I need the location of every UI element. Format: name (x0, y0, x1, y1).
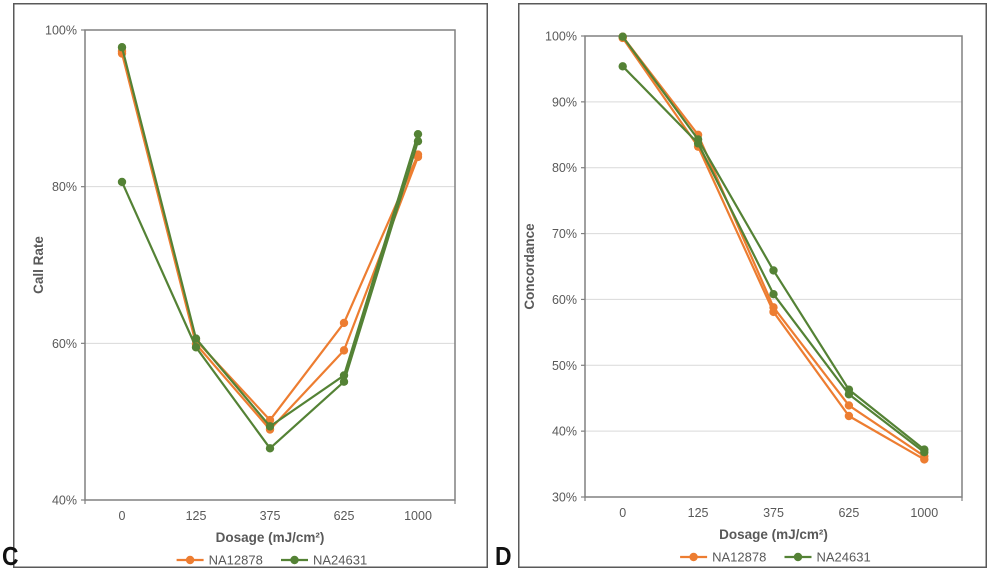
panel-label-d: D (495, 541, 512, 571)
legend-item-na24631: NA24631 (281, 553, 367, 568)
y-tick-label: 40% (552, 425, 577, 439)
legend-item-na12878: NA12878 (680, 550, 766, 565)
legend-marker-icon (689, 552, 698, 562)
series-na12878-rep2 (117, 49, 423, 434)
series-na12878-rep1 (117, 46, 423, 425)
data-point-marker (117, 177, 127, 187)
series-na24631-rep2 (618, 62, 929, 457)
x-tick-labels: 0 125 375 625 1000 (119, 509, 432, 523)
x-tick-label: 625 (334, 509, 355, 523)
y-axis-title: Call Rate (31, 236, 46, 294)
y-tick-label: 60% (552, 293, 577, 307)
x-tick-label: 0 (119, 509, 126, 523)
data-point-marker (920, 455, 929, 464)
data-point-marker (769, 289, 778, 299)
plot-border (84, 29, 456, 501)
data-point-marker (693, 139, 703, 148)
gridlines (585, 101, 962, 432)
series-na24631-rep1 (618, 32, 929, 454)
legend-label: NA24631 (817, 550, 871, 565)
series-line (120, 50, 420, 422)
data-point-marker (117, 43, 127, 52)
data-point-marker (413, 129, 423, 139)
series-line (120, 140, 420, 450)
panel-border (518, 3, 987, 568)
y-axis-title: Concordance (522, 223, 537, 310)
y-tick-label: 60% (52, 337, 77, 351)
x-tick-label: 125 (688, 506, 709, 520)
series-na24631-rep2 (117, 137, 423, 453)
x-tick-label: 375 (260, 509, 281, 523)
legend: NA12878 NA24631 (176, 553, 367, 568)
y-tick-label: 90% (552, 95, 577, 109)
data-point-marker (339, 346, 349, 355)
legend-item-na24631: NA24631 (784, 550, 871, 565)
data-point-marker (265, 422, 275, 431)
legend-item-na12878: NA12878 (176, 553, 263, 568)
series-line (120, 46, 420, 428)
y-tick-label: 70% (552, 227, 577, 241)
concordance-chart: 30% 40% 50% 60% 70% 80% 90% 100% 0 125 375 625 1000 C… (518, 3, 987, 568)
legend-marker-icon (185, 555, 195, 565)
data-point-marker (618, 62, 627, 71)
chart-panel-call-rate: 40% 60% 80% 100% 0 125 375 625 1000 Call Rate Dosa… (13, 3, 488, 568)
panel-border (13, 3, 488, 568)
x-axis-title: Dosage (mJ/cm²) (719, 527, 828, 542)
data-point-marker (844, 401, 854, 410)
x-tick-label: 1000 (910, 506, 938, 520)
data-point-marker (618, 32, 627, 41)
data-point-marker (413, 137, 423, 146)
x-tick-label: 625 (838, 506, 859, 520)
x-tick-labels: 0 125 375 625 1000 (619, 506, 938, 520)
x-tick-label: 0 (619, 506, 626, 520)
legend-label: NA12878 (209, 553, 263, 568)
series-line (621, 35, 926, 451)
gridlines (85, 186, 455, 344)
data-point-marker (769, 266, 778, 275)
x-tick-label: 375 (763, 506, 784, 520)
legend-label: NA24631 (313, 553, 367, 568)
y-tick-label: 50% (552, 359, 577, 373)
series-na12878-rep2 (618, 33, 929, 464)
x-axis-title: Dosage (mJ/cm²) (216, 530, 325, 545)
data-point-marker (769, 307, 778, 317)
data-point-marker (265, 444, 275, 453)
data-point-marker (339, 377, 349, 386)
data-point-marker (920, 448, 929, 457)
data-point-marker (844, 411, 854, 421)
panel-label-c: C (2, 541, 19, 571)
y-tick-label: 80% (552, 161, 577, 175)
y-tick-label: 100% (545, 30, 577, 44)
y-tick-labels: 30% 40% 50% 60% 70% 80% 90% 100% (545, 30, 577, 505)
y-tick-labels: 40% 60% 80% 100% (45, 24, 77, 508)
series-line (621, 36, 926, 461)
data-point-marker (413, 152, 423, 162)
legend: NA12878 NA24631 (680, 550, 871, 565)
series-na24631-rep1 (117, 43, 423, 431)
x-tick-label: 1000 (404, 509, 432, 523)
legend-label: NA12878 (712, 550, 766, 565)
axis-ticks (81, 29, 456, 504)
data-point-marker (339, 318, 349, 328)
data-point-marker (191, 343, 201, 352)
y-tick-label: 100% (45, 24, 77, 38)
y-tick-label: 80% (52, 180, 77, 194)
series-na12878-rep1 (618, 32, 929, 461)
call-rate-chart: 40% 60% 80% 100% 0 125 375 625 1000 Call Rate Dosa… (13, 3, 488, 568)
series-line (621, 65, 926, 454)
y-tick-label: 30% (552, 491, 577, 505)
series-line (120, 52, 420, 431)
x-tick-label: 125 (186, 509, 207, 523)
axis-ticks (581, 35, 963, 501)
y-tick-label: 40% (52, 494, 77, 508)
data-point-marker (844, 390, 854, 399)
legend-marker-icon (793, 552, 803, 562)
legend-marker-icon (290, 555, 299, 565)
plot-border (584, 35, 963, 498)
chart-panel-concordance: 30% 40% 50% 60% 70% 80% 90% 100% 0 125 375 625 1000 C… (518, 3, 987, 568)
